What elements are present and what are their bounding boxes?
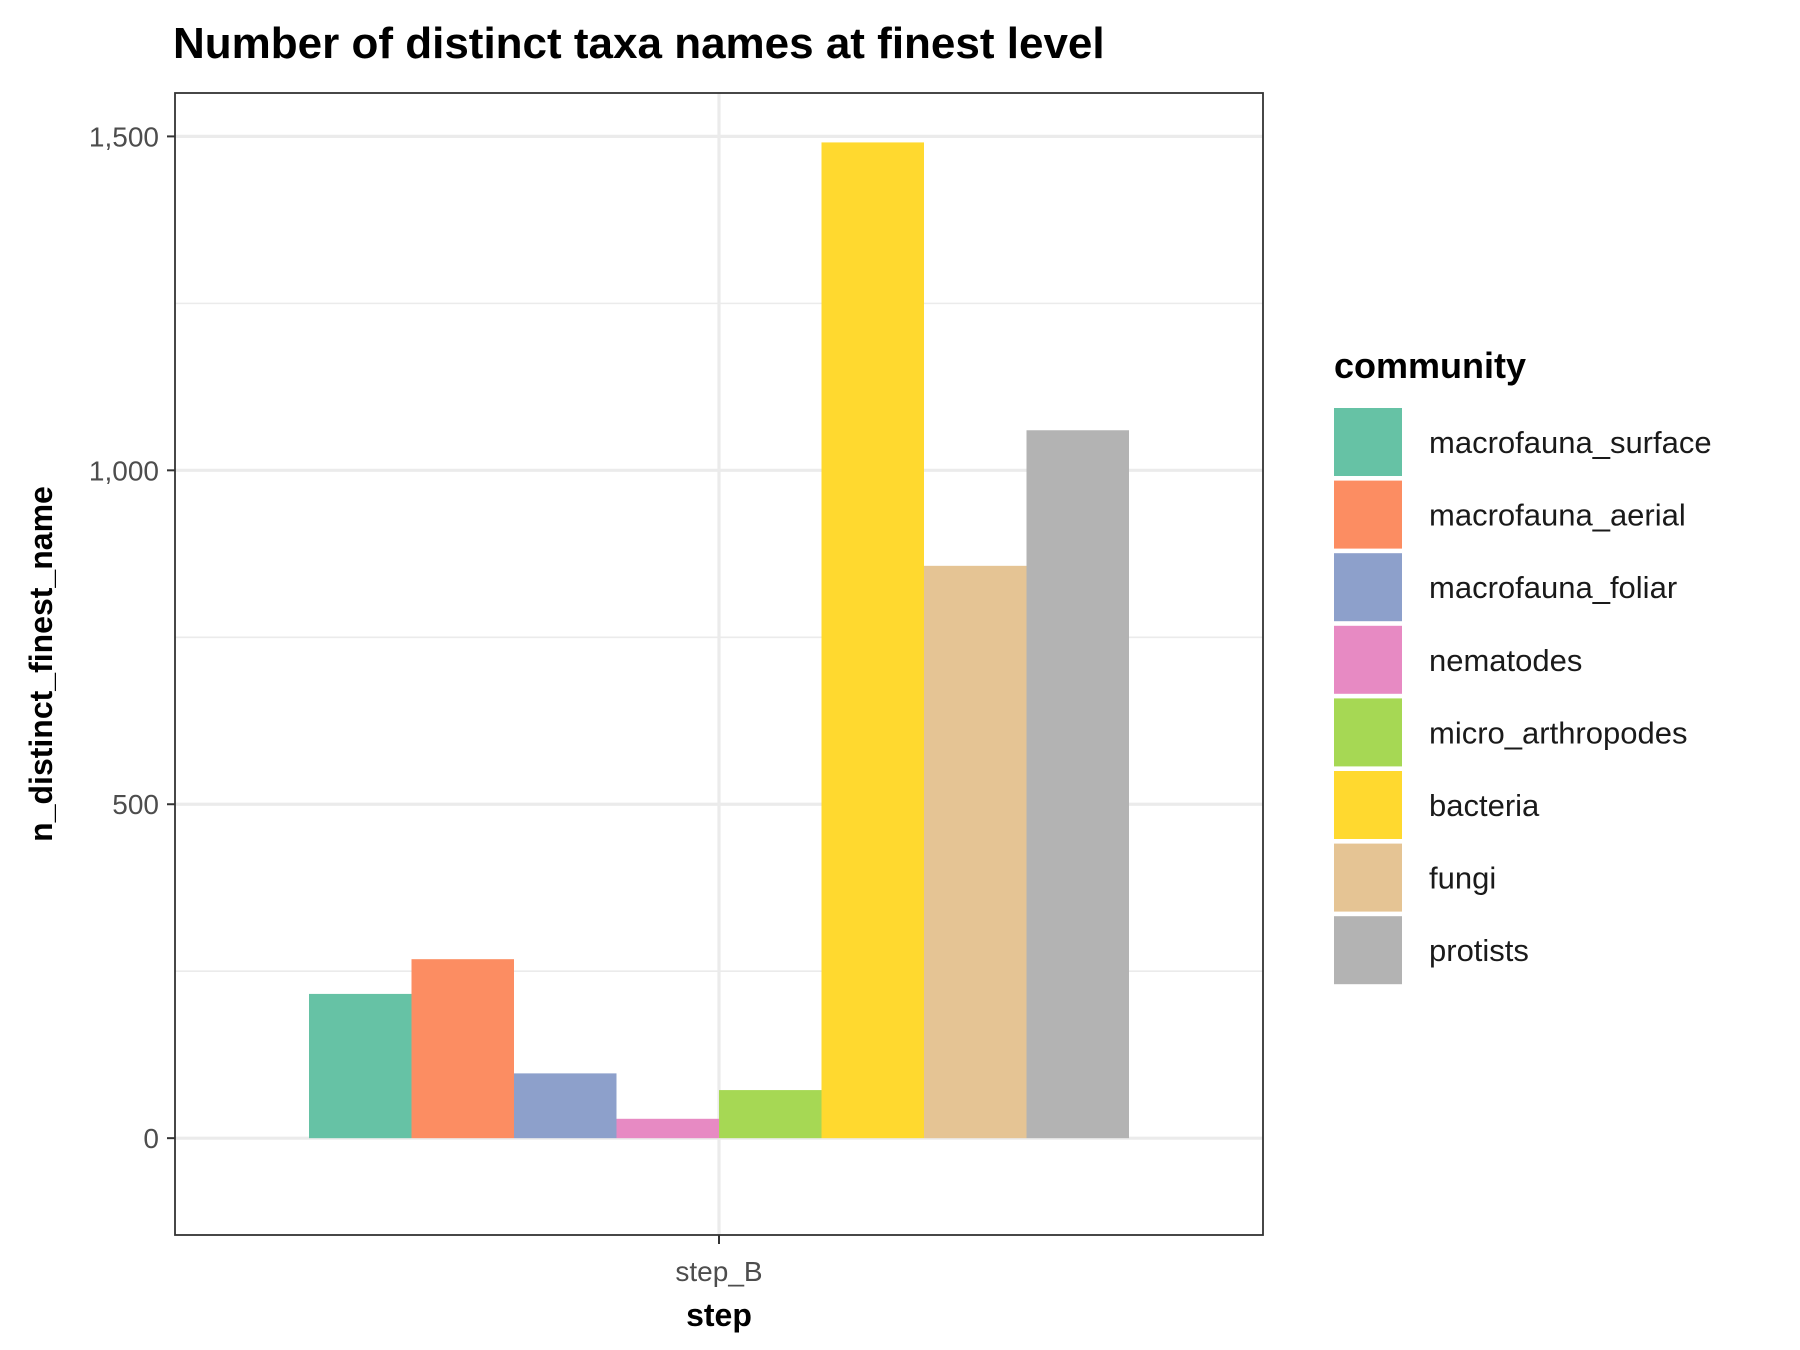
- bar-nematodes: [616, 1118, 719, 1139]
- legend-key-macrofauna-aerial: [1334, 480, 1402, 549]
- legend-key-micro-arthropodes: [1334, 698, 1402, 767]
- bar-fungi: [924, 565, 1027, 1139]
- legend-label-macrofauna-foliar: macrofauna_foliar: [1429, 570, 1677, 605]
- bar-protists: [1026, 430, 1129, 1139]
- legend-key-nematodes: [1334, 625, 1402, 694]
- x-tick-label: step_B: [675, 1256, 762, 1287]
- legend-label-fungi: fungi: [1429, 861, 1496, 896]
- legend-label-macrofauna-surface: macrofauna_surface: [1429, 425, 1712, 460]
- x-axis: step_B: [675, 1235, 763, 1287]
- y-tick-label: 0: [143, 1123, 159, 1154]
- bar-macrofauna-foliar: [514, 1073, 617, 1139]
- legend-label-bacteria: bacteria: [1429, 788, 1540, 823]
- legend: community macrofauna_surface macrofauna_a…: [1334, 345, 1712, 985]
- bar-micro-arthropodes: [719, 1090, 822, 1139]
- chart-title: Number of distinct taxa names at finest …: [173, 19, 1105, 68]
- bar-macrofauna-surface: [309, 993, 412, 1139]
- legend-label-protists: protists: [1429, 933, 1529, 968]
- legend-key-macrofauna-surface: [1334, 408, 1402, 476]
- y-tick-label: 1,000: [89, 455, 159, 486]
- bars: [309, 142, 1129, 1139]
- legend-label-macrofauna-aerial: macrofauna_aerial: [1429, 498, 1686, 533]
- y-tick-label: 1,500: [89, 121, 159, 152]
- y-axis: 0 500 1,000 1,500: [89, 121, 175, 1154]
- x-axis-title: step: [686, 1297, 752, 1333]
- legend-key-macrofauna-foliar: [1334, 553, 1402, 622]
- legend-title: community: [1334, 345, 1526, 386]
- y-axis-title: n_distinct_finest_name: [23, 486, 59, 842]
- legend-label-micro-arthropodes: micro_arthropodes: [1429, 715, 1687, 750]
- bar-bacteria: [821, 142, 924, 1139]
- legend-label-nematodes: nematodes: [1429, 643, 1582, 678]
- legend-key-bacteria: [1334, 771, 1402, 839]
- legend-key-protists: [1334, 916, 1402, 985]
- bar-macrofauna-aerial: [411, 959, 514, 1139]
- legend-key-fungi: [1334, 843, 1402, 912]
- y-tick-label: 500: [112, 789, 159, 820]
